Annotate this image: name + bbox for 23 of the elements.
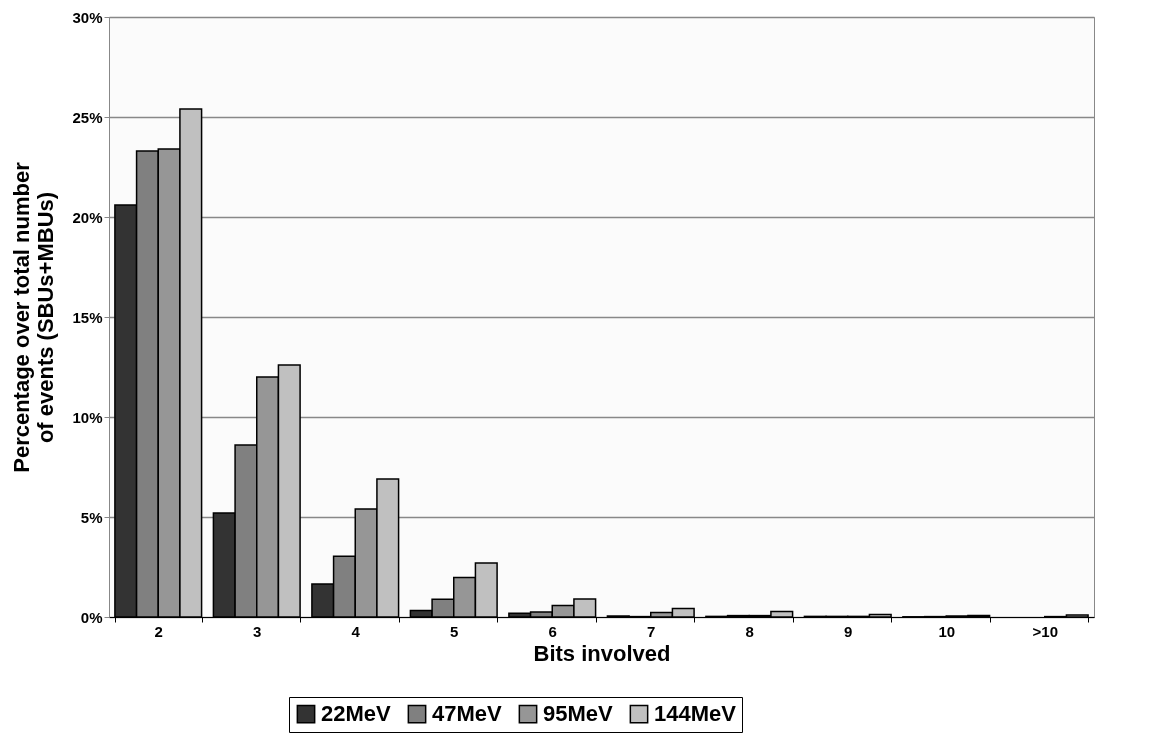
legend-label: 47MeV — [432, 701, 503, 727]
x-tick-label: 4 — [351, 622, 361, 640]
x-tick-label: 5 — [450, 622, 459, 640]
legend-label: 22MeV — [321, 701, 392, 727]
x-axis-title: Bits involved — [533, 640, 671, 666]
y-tick-label: 5% — [80, 508, 103, 526]
legend-label: 144MeV — [654, 701, 737, 727]
x-tick-label: 3 — [253, 622, 262, 640]
y-tick-label: 25% — [72, 108, 103, 126]
y-tick-label: 30% — [72, 8, 103, 26]
x-tick-label: 10 — [938, 622, 956, 640]
x-tick-label: 2 — [154, 622, 163, 640]
y-tick-label: 20% — [72, 208, 103, 226]
legend-label: 95MeV — [543, 701, 614, 727]
x-tick-label: 7 — [647, 622, 656, 640]
x-tick-label: 9 — [844, 622, 853, 640]
y-axis-title: Percentage over total number of events (SBUs+MBUs) — [9, 161, 59, 473]
x-tick-label: >10 — [1032, 622, 1058, 640]
y-tick-label: 15% — [72, 308, 103, 326]
x-tick-label: 6 — [548, 622, 557, 640]
x-tick-label: 8 — [745, 622, 754, 640]
y-tick-label: 0% — [80, 608, 103, 626]
y-tick-label: 10% — [72, 408, 103, 426]
